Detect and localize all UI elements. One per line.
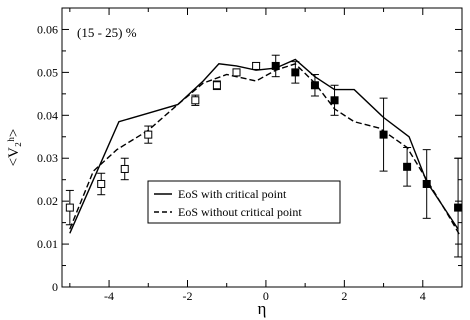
data-point-filled	[310, 81, 319, 90]
legend-label-without-critical-point: EoS without critical point	[178, 205, 302, 219]
data-point-open	[97, 179, 106, 188]
y-tick-label: 0.04	[37, 108, 58, 122]
y-tick-label: 0.05	[37, 65, 58, 79]
x-tick-label: 4	[420, 289, 426, 303]
x-tick-label: -2	[182, 289, 192, 303]
data-point-open	[252, 61, 261, 70]
x-tick-label: -4	[104, 289, 114, 303]
x-tick-label: 2	[341, 289, 347, 303]
data-point-filled	[379, 130, 388, 139]
data-point-open	[120, 164, 129, 173]
chart-marks	[65, 54, 463, 258]
data-point-filled	[271, 61, 280, 70]
legend-box	[147, 180, 341, 224]
y-tick-label: 0.02	[37, 194, 58, 208]
legend-label-with-critical-point: EoS with critical point	[178, 187, 287, 201]
y-tick-label: 0.06	[37, 22, 58, 36]
data-point-filled	[291, 68, 300, 77]
legend: EoS with critical point EoS without crit…	[147, 180, 341, 224]
data-point-open	[212, 81, 221, 90]
x-axis-label: η	[258, 299, 267, 318]
data-point-filled	[454, 203, 463, 212]
data-point-filled	[403, 162, 412, 171]
data-point-filled	[330, 96, 339, 105]
y-tick-label: 0.03	[37, 151, 58, 165]
x-tick-label: 0	[263, 289, 269, 303]
plot-frame	[61, 7, 463, 288]
axis-ticks: -4 -2 0 2 4 0 0.01 0.02 0.03 0.04 0.05 0.06	[37, 8, 463, 303]
series-line-without-critical-point	[69, 63, 461, 236]
y-tick-label: 0.01	[37, 237, 58, 251]
data-point-open	[144, 130, 153, 139]
y-tick-label: 0	[52, 280, 58, 294]
chart-annotation: (15 - 25) %	[77, 25, 137, 40]
data-point-filled	[422, 179, 431, 188]
data-point-open	[65, 203, 74, 212]
data-point-open	[191, 96, 200, 105]
data-point-open	[232, 68, 241, 77]
y-axis-label: <V₂ʰ>	[6, 129, 22, 167]
